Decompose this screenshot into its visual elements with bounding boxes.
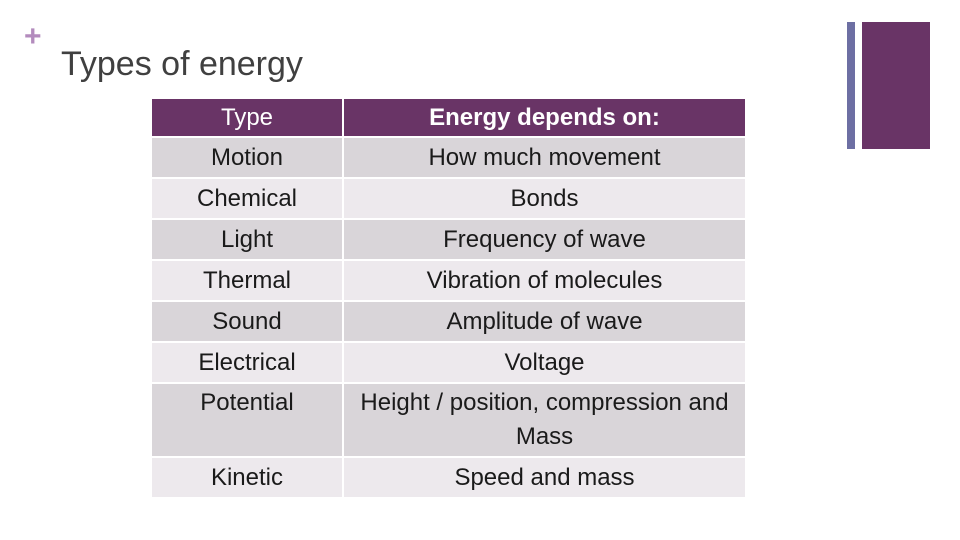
slide-title: Types of energy [61, 45, 303, 83]
energy-type-cell: Chemical [150, 177, 344, 220]
depends-on-cell: Frequency of wave [342, 218, 747, 261]
energy-type-cell: Sound [150, 300, 344, 343]
energy-type-cell: Kinetic [150, 456, 344, 499]
depends-on-cell: Vibration of molecules [342, 259, 747, 302]
table-row: Kinetic Speed and mass [150, 456, 747, 499]
depends-on-cell: Height / position, compression and Mass [342, 382, 747, 458]
header-energy-depends-on: Energy depends on: [342, 97, 747, 138]
energy-types-table: Type Energy depends on: Motion How much … [150, 97, 747, 499]
table-row: Thermal Vibration of molecules [150, 259, 747, 302]
energy-type-cell: Light [150, 218, 344, 261]
depends-on-cell: Speed and mass [342, 456, 747, 499]
table-row: Potential Height / position, compression… [150, 382, 747, 458]
table-header-row: Type Energy depends on: [150, 97, 747, 138]
decorative-accent-line [847, 22, 855, 149]
energy-type-cell: Thermal [150, 259, 344, 302]
table-row: Sound Amplitude of wave [150, 300, 747, 343]
depends-on-cell: How much movement [342, 136, 747, 179]
table-row: Motion How much movement [150, 136, 747, 179]
energy-type-cell: Electrical [150, 341, 344, 384]
table-row: Chemical Bonds [150, 177, 747, 220]
header-type: Type [150, 97, 344, 138]
depends-on-cell: Bonds [342, 177, 747, 220]
plus-icon: + [24, 20, 42, 53]
energy-type-cell: Motion [150, 136, 344, 179]
table-row: Electrical Voltage [150, 341, 747, 384]
table-row: Light Frequency of wave [150, 218, 747, 261]
depends-on-cell: Amplitude of wave [342, 300, 747, 343]
decorative-accent-block [862, 22, 930, 149]
depends-on-cell: Voltage [342, 341, 747, 384]
energy-type-cell: Potential [150, 382, 344, 458]
